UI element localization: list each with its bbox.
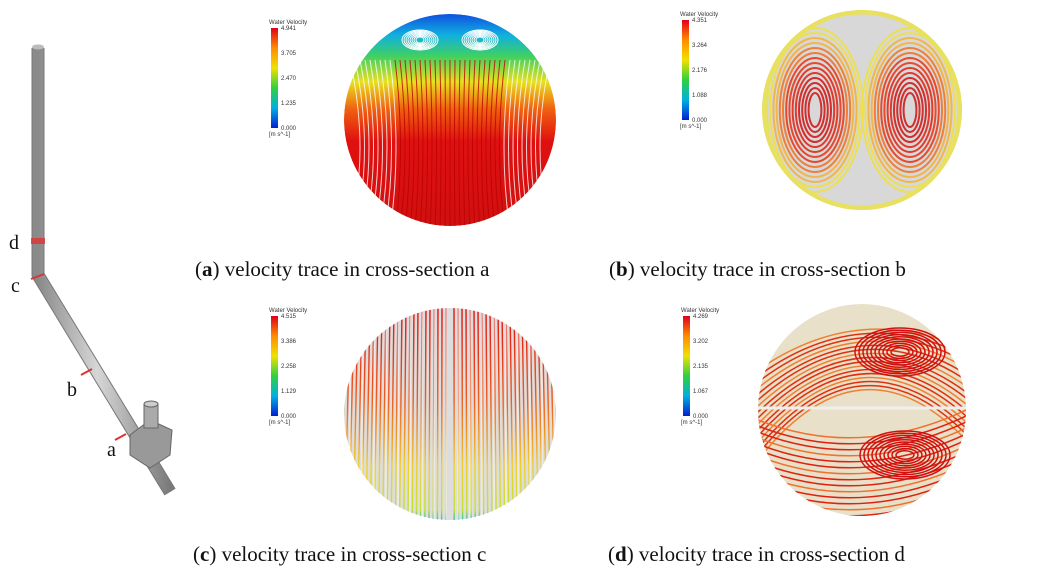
streamline xyxy=(462,306,463,520)
colorbar-tick: 4.941 xyxy=(281,26,297,32)
colorbar xyxy=(271,28,278,128)
caption: (b) velocity trace in cross-section b xyxy=(609,257,906,281)
colorbar-tick: 2.176 xyxy=(692,68,708,74)
colorbar-tick: 2.470 xyxy=(281,76,297,82)
colorbar-tick: 3.705 xyxy=(281,51,297,57)
section-a xyxy=(344,14,556,230)
streamline xyxy=(437,306,438,520)
colorbar-unit: [m s^-1] xyxy=(269,420,290,426)
colorbar-tick: 4.269 xyxy=(693,314,709,320)
figure: d c b a Water Velocity4.9413.7052.4701.2… xyxy=(0,0,1048,572)
colorbar xyxy=(271,316,278,416)
colorbar-unit: [m s^-1] xyxy=(680,124,701,130)
colorbar-tick: 3.202 xyxy=(693,339,709,345)
colorbar-tick: 3.264 xyxy=(692,43,708,49)
streamline xyxy=(466,306,467,520)
pipe-diagram: d c b a xyxy=(9,45,172,493)
colorbar-tick: 2.258 xyxy=(281,364,297,370)
caption: (d) velocity trace in cross-section d xyxy=(608,542,905,566)
colorbar xyxy=(683,316,690,416)
caption-part: ( xyxy=(608,542,615,566)
caption-part: ) velocity trace in cross-section b xyxy=(628,257,906,281)
pipe-label: a xyxy=(107,439,116,461)
caption-part: ) velocity trace in cross-section a xyxy=(213,257,491,281)
streamline xyxy=(455,60,456,230)
caption-part: c xyxy=(200,542,209,566)
colorbar xyxy=(682,20,689,120)
colorbar-tick: 4.351 xyxy=(692,18,708,24)
colorbar-tick: 1.067 xyxy=(693,389,709,395)
colorbar-tick: 2.135 xyxy=(693,364,709,370)
caption-part: ) velocity trace in cross-section c xyxy=(209,542,486,566)
caption-part: b xyxy=(616,257,628,281)
section-d xyxy=(758,304,966,528)
caption-part: ( xyxy=(195,257,202,281)
caption-part: d xyxy=(615,542,627,566)
pipe-label: d xyxy=(9,232,19,254)
caption-part: ( xyxy=(609,257,616,281)
colorbar-tick: 3.386 xyxy=(281,339,297,345)
caption-part: ) velocity trace in cross-section d xyxy=(627,542,906,566)
colorbar-tick: 1.088 xyxy=(692,93,708,99)
streamline xyxy=(445,60,446,230)
caption-part: a xyxy=(202,257,213,281)
section-c xyxy=(341,306,559,520)
pipe-label: b xyxy=(67,379,77,401)
colorbar-unit: [m s^-1] xyxy=(681,420,702,426)
page: {"pipe":{"labels":["d","c","b","a"]}, "p… xyxy=(0,0,1048,572)
colorbar-tick: 1.235 xyxy=(281,101,297,107)
caption-part: ( xyxy=(193,542,200,566)
colorbar-unit: [m s^-1] xyxy=(269,132,290,138)
colorbar-tick: 1.129 xyxy=(281,389,297,395)
pipe-label: c xyxy=(11,275,20,297)
caption: (c) velocity trace in cross-section c xyxy=(193,542,486,566)
section-b xyxy=(762,10,962,210)
caption: (a) velocity trace in cross-section a xyxy=(195,257,490,281)
colorbar-tick: 4.515 xyxy=(281,314,297,320)
